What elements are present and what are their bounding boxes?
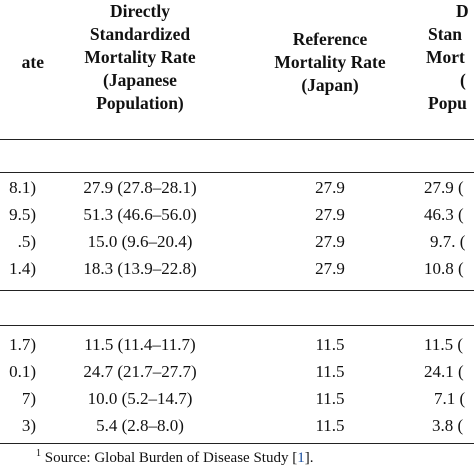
header-col3-line: D [456,1,469,21]
table-cell: 3) [21,416,36,435]
table-cell: 18.3 (13.9–22.8) [83,259,197,278]
header-col1-line: Mortality Rate [84,47,196,67]
table-cell: 1.4) [9,259,36,278]
mid-rule [0,290,474,291]
table-cell: 27.9 [315,178,345,197]
header-col3-line: Stan [428,24,463,44]
footnote-close: ]. [304,450,314,466]
header-col3-line: ( [460,70,466,90]
table-cell: 11.5 [315,335,345,354]
table-cell: 9.5) [9,205,36,224]
table-cell: 24.7 (21.7–27.7) [83,362,197,381]
table-cell: 11.5 [315,362,345,381]
header-col2-line: Reference [292,29,368,49]
table-cell: 5.4 (2.8–8.0) [96,416,184,435]
header-col1-line: Directly [110,1,170,21]
header-col2-line: (Japan) [301,75,359,95]
table-cell: 11.5 ( [424,335,464,354]
header-col1-line: Population) [96,93,184,113]
table-footnote: 1 Source: Global Burden of Disease Study… [36,448,313,467]
table-cell: 11.5 [315,416,345,435]
table-cell: 11.5 (11.4–11.7) [84,335,196,354]
table-cell: 7.1 ( [434,389,466,408]
section2-rule [0,325,474,326]
footnote-text: Source: Global Burden of Disease Study [ [41,450,298,466]
table-cell: 24.1 ( [424,362,464,381]
footnote-marker: 1 [36,448,41,459]
header-col0: ate [21,52,44,72]
table-cell: 1.7) [9,335,36,354]
header-col3: D Stan Mort ( Popu [420,0,474,115]
table-cell: 27.9 [315,205,345,224]
table-cell: 27.9 [315,232,345,251]
header-col2-line: Mortality Rate [274,52,386,72]
header-col3-line: Popu [428,93,467,113]
table-cell: 7) [21,389,36,408]
table-cell: 46.3 ( [424,205,464,224]
table-cell: 27.9 (27.8–28.1) [83,178,197,197]
header-col1: Directly Standardized Mortality Rate (Ja… [50,0,230,115]
footnote-reference-link[interactable]: 1 [297,450,305,466]
header-col1-line: Standardized [89,24,191,44]
table-cell: 11.5 [315,389,345,408]
table-cell: .5) [17,232,36,251]
header-col2: Reference Mortality Rate (Japan) [255,28,405,97]
section1-rule [0,172,474,173]
table-cell: 9.7. ( [430,232,466,251]
table-cell: 3.8 ( [432,416,464,435]
table-cell: 0.1) [9,362,36,381]
table-cell: 27.9 ( [424,178,464,197]
header-rule [0,139,474,140]
header-col3-line: Mort [426,47,465,67]
table-cell: 15.0 (9.6–20.4) [87,232,193,251]
bottom-rule [0,443,474,444]
table-cell: 10.8 ( [424,259,464,278]
table-cell: 51.3 (46.6–56.0) [83,205,197,224]
header-col1-line: (Japanese [103,70,177,90]
table-cell: 27.9 [315,259,345,278]
table-cell: 10.0 (5.2–14.7) [87,389,193,408]
table-cell: 8.1) [9,178,36,197]
